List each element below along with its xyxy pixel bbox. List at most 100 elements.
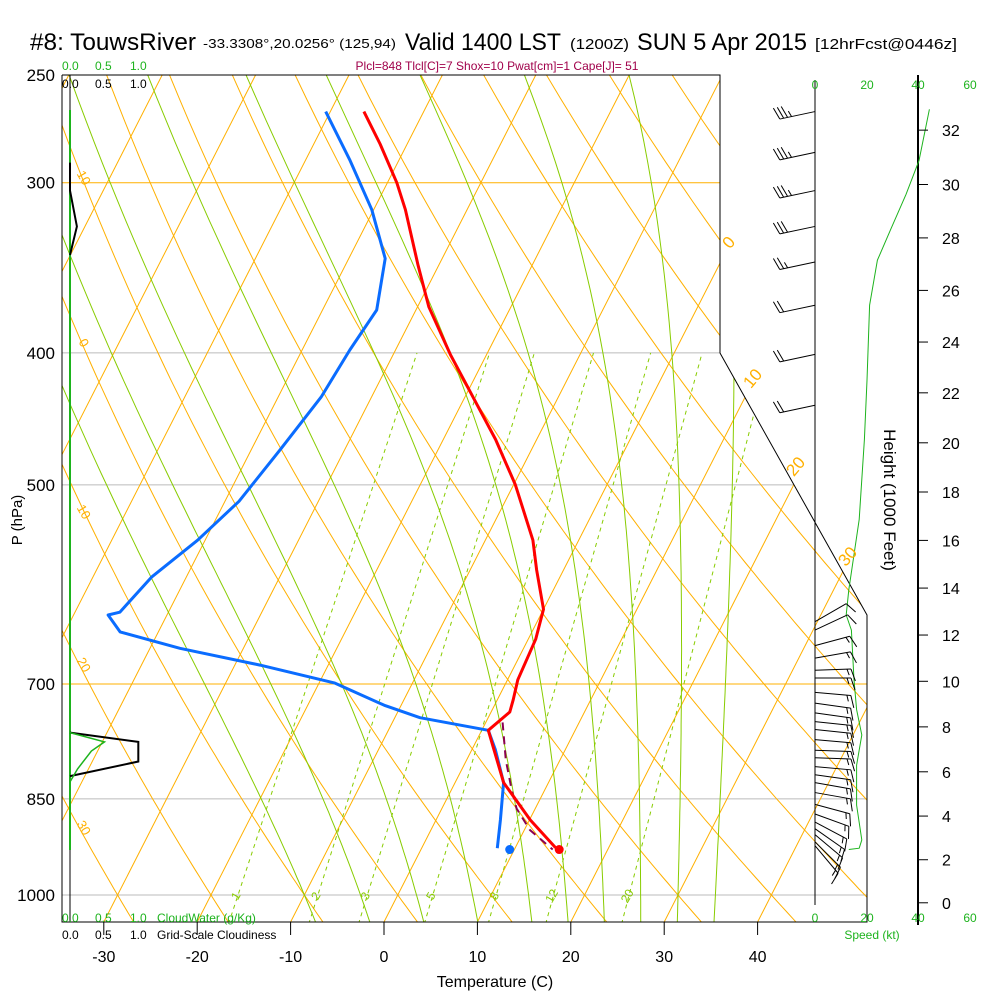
dry-adiabat-line	[483, 75, 867, 922]
wind-barb	[814, 603, 856, 623]
wind-barb-feather	[772, 401, 781, 413]
dry-adiabat-label: 30	[74, 818, 94, 838]
wind-barb-half-feather	[846, 742, 849, 749]
wind-barb-shaft	[814, 821, 848, 840]
speed-tick: 0	[812, 78, 819, 92]
pressure-tick-label: 1000	[17, 886, 55, 905]
isotherm-line	[289, 75, 724, 922]
height-tick-label: 14	[942, 581, 960, 598]
dry-adiabat-line	[62, 75, 136, 922]
isotherm-line	[756, 75, 867, 922]
wind-barb-shaft	[814, 702, 851, 709]
wind-barb	[772, 221, 816, 235]
wind-barb	[814, 635, 858, 648]
isotherm-label: 0	[718, 233, 739, 252]
wind-barb-half-feather	[845, 637, 850, 643]
wind-barb	[814, 757, 856, 772]
wind-barb-half-feather	[846, 707, 849, 714]
wind-barb-feather	[772, 107, 781, 120]
wind-barb	[814, 774, 854, 793]
wind-barb-feather	[776, 186, 785, 198]
wind-barb-feather	[776, 147, 785, 160]
wind-barb-shaft	[814, 774, 851, 781]
wind-barb-shaft	[814, 757, 851, 760]
temperature-tick-label: 40	[749, 949, 767, 966]
wind-barb-shaft	[779, 190, 816, 199]
wind-barb-feather	[776, 221, 785, 234]
isotherm-label: 30	[834, 543, 861, 570]
height-tick-label: 4	[942, 809, 951, 826]
pressure-tick-label: 700	[27, 675, 55, 694]
moist-adiabat-line	[325, 75, 569, 922]
dry-adiabat-line	[420, 75, 867, 922]
cloudiness-profile	[69, 162, 78, 256]
speed-axis-label: Speed (kt)	[844, 928, 899, 942]
wind-barb-shaft	[814, 792, 851, 800]
isotherm-label: 10	[739, 365, 766, 392]
mixing-ratio-line	[487, 352, 652, 922]
wind-barb-half-feather	[783, 262, 789, 269]
moist-adiabat-line	[68, 75, 425, 922]
wind-barb-feather	[772, 301, 781, 313]
wind-barb-shaft	[814, 803, 850, 815]
height-tick-label: 28	[942, 231, 960, 248]
isotherm-line	[62, 75, 163, 922]
wind-barb-shaft	[814, 668, 851, 671]
mixing-ratio-line	[358, 352, 535, 922]
temperature-tick-label: -30	[92, 949, 115, 966]
wind-barb-shaft	[779, 225, 816, 235]
wind-barb-feather	[776, 400, 785, 413]
wind-barb-feather	[772, 350, 781, 363]
wind-barb-feather	[850, 717, 854, 731]
wind-barb-shaft	[814, 729, 851, 734]
dry-adiabat-label: 10	[74, 502, 94, 522]
height-tick-label: 18	[942, 485, 960, 502]
dry-adiabat-line	[923, 75, 1000, 924]
temperature-tick-label: 30	[655, 949, 673, 966]
station-coords: -33.3308°,20.0256° (125,94)	[203, 36, 396, 51]
wind-barb	[814, 691, 855, 708]
wind-barb-shaft	[779, 261, 816, 270]
wind-barb	[772, 349, 816, 363]
wind-barb-shaft	[814, 614, 848, 631]
temperature-tick-label: -20	[186, 949, 209, 966]
wind-barb-shaft	[814, 766, 851, 771]
moist-adiabat-line	[62, 75, 317, 922]
speed-scale-bottom: 0 20 40 60 Speed (kt)	[812, 911, 977, 942]
wind-barb-feather	[776, 349, 785, 362]
wind-barb-shaft	[814, 635, 850, 647]
stability-indices: Plcl=848 Tlcl[C]=7 Shox=10 Pwat[cm]=1 Ca…	[356, 59, 639, 73]
height-axis-title: Height (1000 Feet)	[880, 429, 899, 571]
wind-barb	[814, 813, 850, 839]
dry-adiabat-line	[106, 75, 609, 922]
speed-tick: 40	[911, 78, 925, 92]
wind-barb-shaft	[779, 304, 816, 314]
wind-barb-half-feather	[787, 151, 792, 158]
dry-adiabat-line	[62, 75, 230, 922]
height-tick-label: 10	[942, 674, 960, 691]
wind-barb-feather	[850, 708, 854, 721]
moist-adiabat-line	[245, 75, 533, 922]
wind-barb-half-feather	[846, 669, 850, 676]
wind-barb-feather	[780, 185, 789, 197]
speed-tick: 60	[963, 78, 977, 92]
moist-adiabat-line	[628, 75, 683, 922]
zulu-time: (1200Z)	[570, 36, 629, 53]
temperature-tick-label: -10	[279, 949, 302, 966]
wind-barb	[814, 614, 857, 631]
wind-barb-half-feather	[846, 717, 849, 724]
wind-barb-feather	[849, 813, 852, 827]
wind-barb-shaft	[779, 404, 816, 414]
isotherm-line	[569, 75, 867, 922]
moist-adiabat-line	[62, 75, 371, 922]
height-tick-label: 24	[942, 335, 960, 352]
temperature-tick-label: 10	[469, 949, 487, 966]
wind-barb-feather	[772, 148, 781, 161]
wind-barb-half-feather	[846, 779, 849, 786]
wind-barb	[814, 739, 855, 756]
height-tick-label: 26	[942, 283, 960, 300]
cloudiness-tick: 0.0	[62, 77, 79, 91]
mixing-ratio-label: 12	[542, 886, 561, 905]
dry-adiabat-line	[62, 75, 420, 922]
